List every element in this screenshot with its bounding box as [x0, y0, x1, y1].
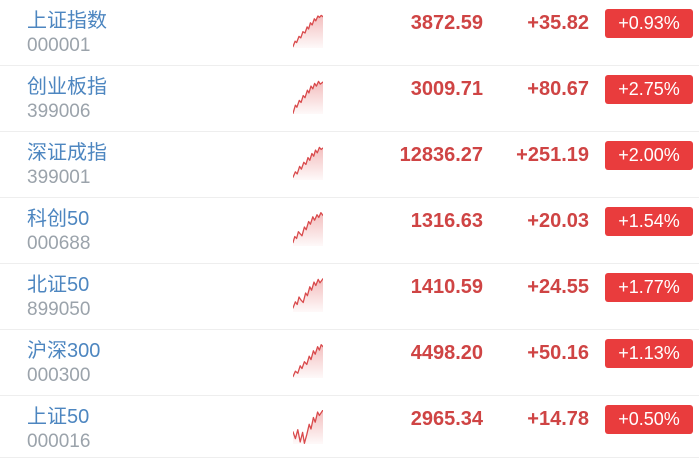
percent-change-badge: +1.77% — [605, 273, 693, 302]
index-name-block: 北证50 899050 — [27, 264, 293, 329]
index-row[interactable]: 上证指数 000001 3872.59 +35.82 +0.93% — [0, 0, 699, 66]
index-change: +20.03 — [527, 210, 589, 232]
index-name-link[interactable]: 深证成指 — [27, 142, 107, 164]
badge-wrap: +1.54% — [589, 198, 693, 263]
index-change: +50.16 — [527, 342, 589, 364]
sparkline-chart-icon — [293, 396, 323, 457]
index-name-block: 上证指数 000001 — [27, 0, 293, 65]
badge-wrap: +0.93% — [589, 0, 693, 65]
index-code: 399006 — [27, 101, 91, 122]
index-name-link[interactable]: 沪深300 — [27, 340, 101, 362]
badge-wrap: +0.50% — [589, 396, 693, 457]
badge-wrap: +1.13% — [589, 330, 693, 395]
badge-wrap: +2.75% — [589, 66, 693, 131]
index-row[interactable]: 深证成指 399001 12836.27 +251.19 +2.00% — [0, 132, 699, 198]
badge-wrap: +1.77% — [589, 264, 693, 329]
index-name-link[interactable]: 上证50 — [27, 406, 90, 428]
index-name-block: 沪深300 000300 — [27, 330, 293, 395]
badge-wrap: +2.00% — [589, 132, 693, 197]
index-code: 000300 — [27, 365, 91, 386]
index-change: +14.78 — [527, 408, 589, 430]
sparkline-chart-icon — [293, 0, 323, 65]
percent-change-badge: +2.75% — [605, 75, 693, 104]
index-row[interactable]: 北证50 899050 1410.59 +24.55 +1.77% — [0, 264, 699, 330]
sparkline-chart-icon — [293, 132, 323, 197]
sparkline-chart-icon — [293, 330, 323, 395]
index-price: 3009.71 — [410, 78, 483, 100]
percent-change-badge: +1.13% — [605, 339, 693, 368]
index-name-link[interactable]: 北证50 — [27, 274, 90, 296]
index-price: 12836.27 — [399, 144, 483, 166]
index-row[interactable]: 沪深300 000300 4498.20 +50.16 +1.13% — [0, 330, 699, 396]
index-name-block: 科创50 000688 — [27, 198, 293, 263]
sparkline-chart-icon — [293, 198, 323, 263]
index-price: 2965.34 — [410, 408, 483, 430]
index-change: +80.67 — [527, 78, 589, 100]
index-change: +35.82 — [527, 12, 589, 34]
index-name-block: 深证成指 399001 — [27, 132, 293, 197]
index-price: 1410.59 — [410, 276, 483, 298]
index-code: 899050 — [27, 299, 91, 320]
index-name-block: 上证50 000016 — [27, 396, 293, 457]
index-name-link[interactable]: 上证指数 — [27, 10, 107, 32]
percent-change-badge: +1.54% — [605, 207, 693, 236]
index-code: 000001 — [27, 35, 91, 56]
sparkline-chart-icon — [293, 66, 323, 131]
index-name-link[interactable]: 创业板指 — [27, 76, 107, 98]
percent-change-badge: +0.93% — [605, 9, 693, 38]
index-row[interactable]: 创业板指 399006 3009.71 +80.67 +2.75% — [0, 66, 699, 132]
percent-change-badge: +2.00% — [605, 141, 693, 170]
index-code: 000016 — [27, 431, 91, 452]
index-price: 3872.59 — [410, 12, 483, 34]
index-code: 399001 — [27, 167, 91, 188]
index-price: 4498.20 — [410, 342, 483, 364]
index-row[interactable]: 上证50 000016 2965.34 +14.78 +0.50% — [0, 396, 699, 458]
sparkline-chart-icon — [293, 264, 323, 329]
index-name-block: 创业板指 399006 — [27, 66, 293, 131]
index-price: 1316.63 — [410, 210, 483, 232]
index-change: +251.19 — [516, 144, 589, 166]
index-change: +24.55 — [527, 276, 589, 298]
percent-change-badge: +0.50% — [605, 405, 693, 434]
index-code: 000688 — [27, 233, 91, 254]
index-name-link[interactable]: 科创50 — [27, 208, 90, 230]
index-row[interactable]: 科创50 000688 1316.63 +20.03 +1.54% — [0, 198, 699, 264]
